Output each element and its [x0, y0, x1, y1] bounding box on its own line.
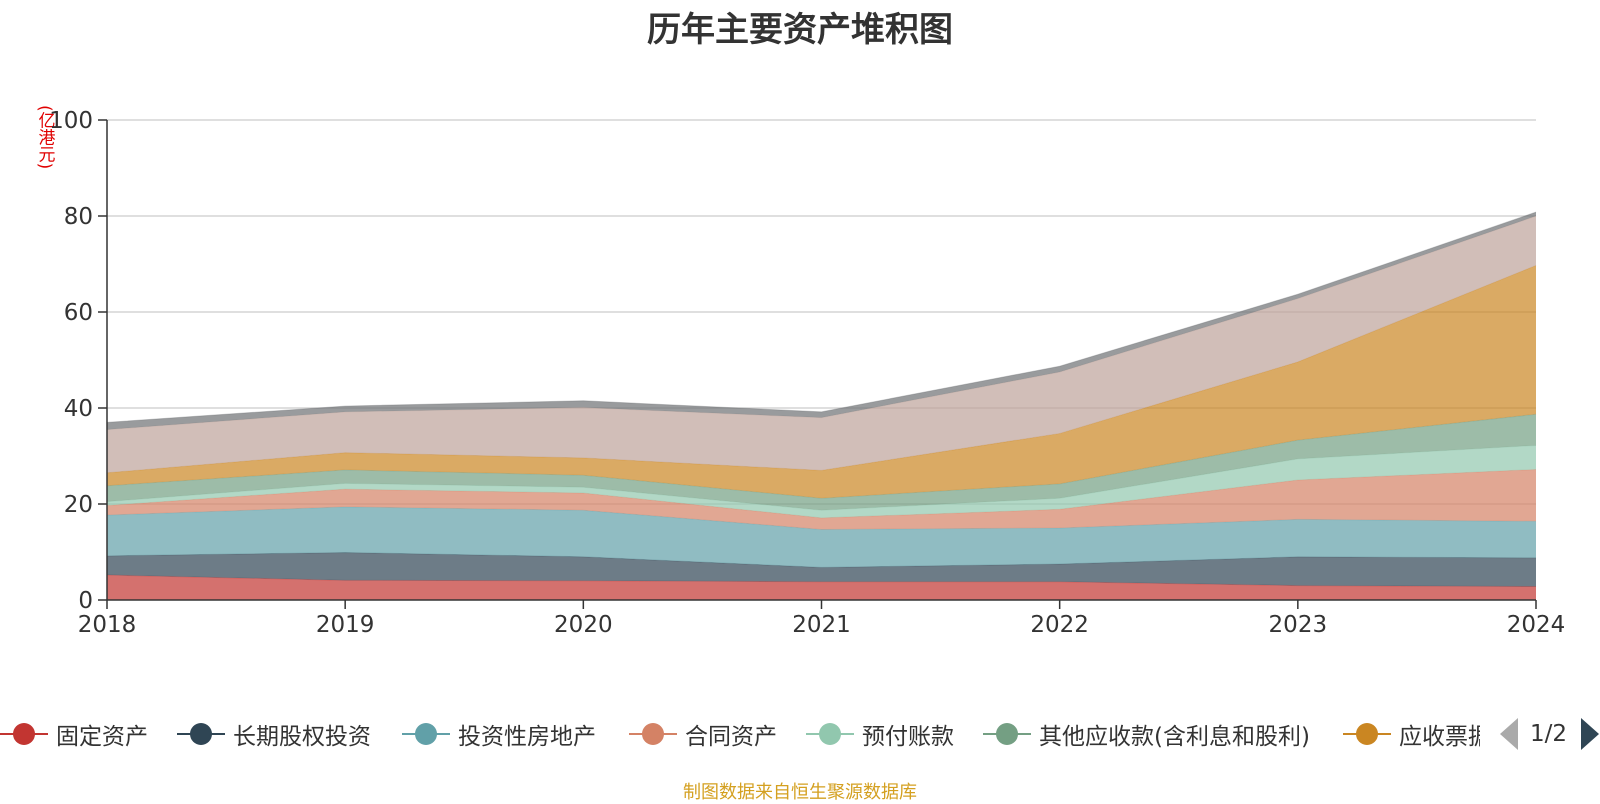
legend-marker-icon — [1343, 714, 1391, 754]
legend-item[interactable]: 预付账款 — [806, 714, 954, 754]
chart-title: 历年主要资产堆积图 — [647, 10, 953, 50]
area-series-3 — [107, 469, 1536, 530]
legend-marker-icon — [177, 714, 225, 754]
legend-item[interactable]: 长期股权投资 — [177, 714, 371, 754]
legend: 固定资产 长期股权投资 投资性房地产 合同资产 预付账款 其他应收款(含利息和股利) 应收票… — [0, 714, 1480, 754]
area-series-0 — [107, 575, 1536, 600]
area-series-7 — [107, 216, 1536, 473]
legend-item[interactable]: 固定资产 — [0, 714, 148, 754]
area-series-line-8 — [106, 211, 1537, 423]
area-series-6 — [107, 265, 1536, 499]
legend-marker-icon — [402, 714, 450, 754]
x-tick-label: 2018 — [78, 612, 137, 638]
y-tick-label: 0 — [78, 588, 93, 614]
legend-item[interactable]: 投资性房地产 — [402, 714, 596, 754]
x-tick-label: 2022 — [1030, 612, 1089, 638]
data-source-note: 制图数据来自恒生聚源数据库 — [683, 782, 917, 803]
area-series-2 — [107, 506, 1536, 568]
x-tick-label: 2020 — [554, 612, 613, 638]
legend-label: 其他应收款(含利息和股利) — [1039, 724, 1310, 750]
legend-item[interactable]: 合同资产 — [629, 714, 777, 754]
legend-marker-icon — [0, 714, 48, 754]
x-tick-label: 2023 — [1269, 612, 1328, 638]
legend-item[interactable]: 应收票据及应收账款 — [1343, 714, 1480, 754]
legend-marker-icon — [629, 714, 677, 754]
legend-item[interactable]: 其他应收款(含利息和股利) — [983, 714, 1310, 754]
y-axis-unit-label: (亿港元) — [34, 104, 55, 170]
axes — [98, 119, 1537, 609]
stacked-area-chart: 0 20 40 60 80 100 2018 2019 2020 2021 2022 2023 2024 — [49, 108, 1565, 638]
y-tick-label: 100 — [49, 108, 93, 134]
legend-marker-icon — [983, 714, 1031, 754]
area-series-5 — [107, 414, 1536, 511]
legend-pager: 1/2 — [1500, 716, 1600, 752]
legend-label: 应收票据及应收账款 — [1399, 724, 1480, 750]
area-series — [106, 211, 1537, 600]
legend-label: 合同资产 — [685, 724, 777, 750]
y-tick-label: 20 — [64, 492, 93, 518]
y-tick-label: 60 — [64, 300, 93, 326]
y-tick-label: 80 — [64, 204, 93, 230]
x-tick-label: 2021 — [792, 612, 851, 638]
x-tick-label: 2019 — [316, 612, 375, 638]
area-series-1 — [107, 552, 1536, 587]
y-tick-label: 40 — [64, 396, 93, 422]
legend-next-page-icon[interactable] — [1581, 718, 1600, 750]
area-series-4 — [107, 445, 1536, 518]
legend-label: 固定资产 — [56, 724, 148, 750]
legend-marker-icon — [806, 714, 854, 754]
legend-label: 长期股权投资 — [233, 724, 371, 750]
tick-labels: 0 20 40 60 80 100 2018 2019 2020 2021 2022 2023 2024 — [49, 108, 1565, 638]
legend-page-indicator: 1/2 — [1530, 721, 1568, 747]
x-tick-label: 2024 — [1507, 612, 1566, 638]
legend-label: 投资性房地产 — [458, 724, 596, 750]
legend-prev-page-icon[interactable] — [1500, 718, 1518, 750]
legend-label: 预付账款 — [862, 724, 954, 750]
